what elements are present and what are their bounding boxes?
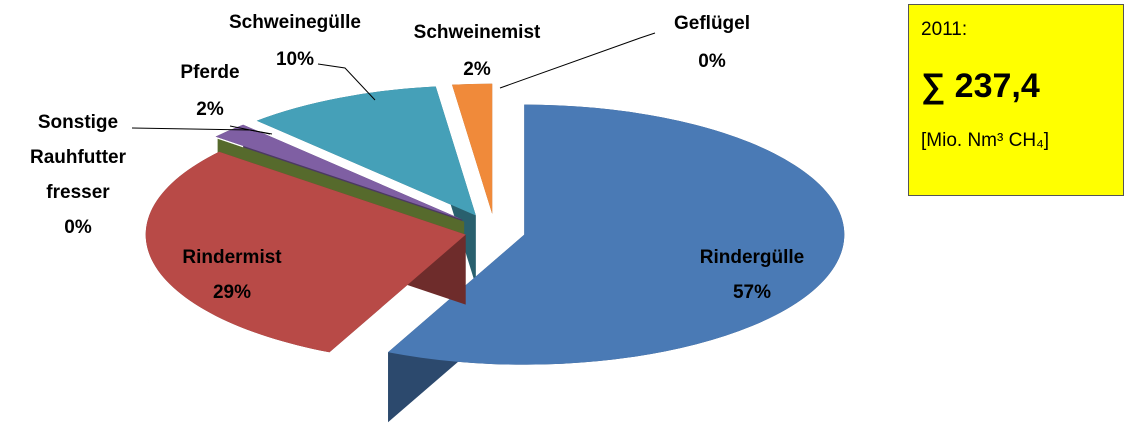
leader-lines xyxy=(131,32,656,135)
slice xyxy=(388,104,845,365)
slice xyxy=(215,124,463,220)
slice-value: 0% xyxy=(64,217,92,238)
slice-name: Geflügel xyxy=(673,13,751,34)
slice-name: Rindermist xyxy=(182,247,282,268)
slice-name: Schweinegülle xyxy=(229,12,361,33)
leader-line xyxy=(317,63,376,101)
info-total: ∑ 237,4 xyxy=(921,67,1040,105)
slice-value: 10% xyxy=(275,49,315,70)
slice-value: 2% xyxy=(463,59,491,80)
slice-value: 2% xyxy=(196,99,224,120)
slice xyxy=(452,83,493,214)
pie xyxy=(145,83,845,435)
slice xyxy=(256,86,476,216)
slice-value: 29% xyxy=(212,282,252,303)
slice-name: Pferde xyxy=(180,62,240,83)
slice-name: Rindergülle xyxy=(699,247,805,268)
info-year: 2011: xyxy=(921,19,968,40)
leader-line xyxy=(229,125,271,135)
slice-value: 57% xyxy=(732,282,772,303)
info-box: 2011: ∑ 237,4 [Mio. Nm³ CH₄] xyxy=(908,4,1124,196)
info-unit: [Mio. Nm³ CH₄] xyxy=(921,130,1050,151)
slice-value: 0% xyxy=(698,51,726,72)
slice xyxy=(145,151,466,353)
slice-name: Schweinemist xyxy=(413,22,541,43)
slice-name: Sonstige Rauhfutter fresser xyxy=(29,112,127,203)
leader-line xyxy=(499,32,656,89)
